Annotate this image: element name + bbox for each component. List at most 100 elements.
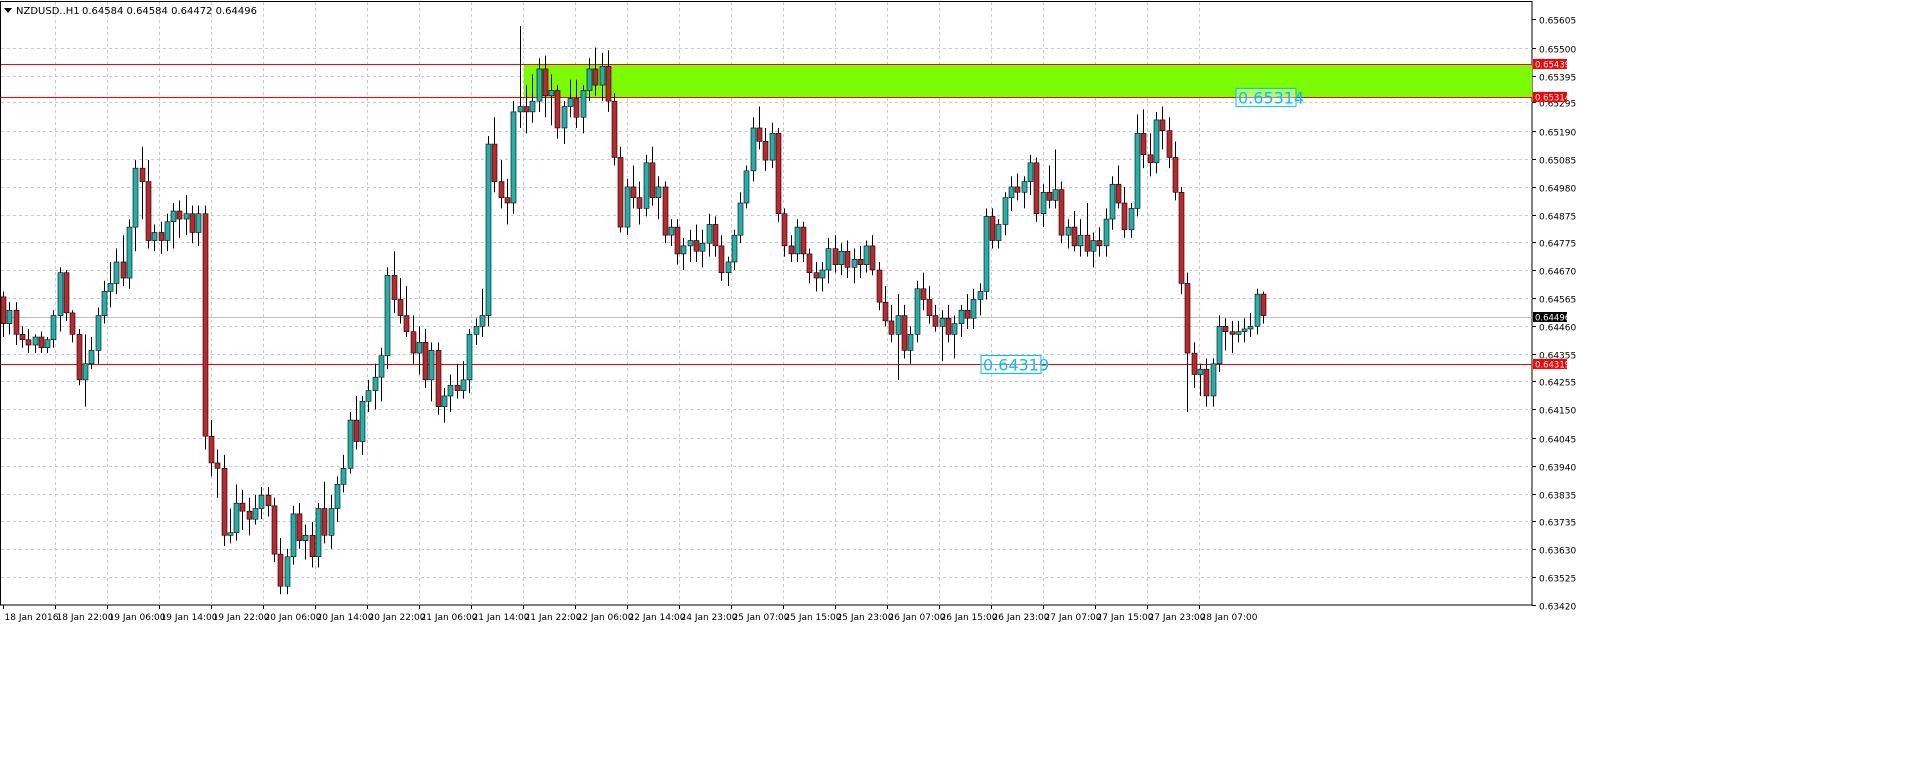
candle-body: [1090, 240, 1097, 252]
candle: [473, 318, 480, 346]
price-tag: 0.65314: [1533, 92, 1570, 104]
candle-body: [76, 334, 83, 381]
candle-body: [158, 232, 165, 241]
candle: [1058, 181, 1065, 244]
candle-body: [32, 336, 39, 346]
candle-body: [813, 272, 820, 279]
candle-body: [63, 272, 70, 314]
candle-body: [970, 299, 977, 319]
price-tag-bg: [1533, 59, 1567, 69]
candle-body: [1241, 328, 1248, 332]
price-tag-text: 0.65439: [1535, 61, 1570, 71]
candle-body: [1121, 202, 1128, 231]
candle-body: [391, 275, 398, 300]
candle: [1203, 358, 1210, 407]
candle-body: [844, 250, 851, 268]
candle-body: [347, 419, 354, 469]
candle: [951, 315, 958, 359]
candle-body: [687, 240, 694, 247]
time-tick-label: 21 Jan 06:00: [421, 613, 478, 623]
zone-rectangle: [523, 63, 1532, 98]
candle: [113, 248, 120, 295]
candle-body: [1002, 197, 1009, 225]
candle: [69, 310, 76, 343]
candle-body: [252, 508, 259, 520]
candle: [743, 165, 750, 209]
candle: [712, 216, 719, 257]
candle-body: [1033, 162, 1040, 215]
candle: [309, 521, 316, 568]
candle: [857, 245, 864, 279]
candle-body: [1071, 226, 1078, 247]
candle: [554, 85, 561, 139]
candle-body: [1210, 363, 1217, 397]
candle-body: [857, 258, 864, 265]
candle: [617, 146, 624, 233]
time-tick-label: 27 Jan 15:00: [1097, 613, 1154, 623]
plot-frame: [0, 1, 1533, 606]
price-tag-bg: [1533, 359, 1567, 369]
candle: [384, 267, 391, 370]
candle: [611, 93, 618, 166]
candle: [1040, 184, 1047, 228]
candle-body: [964, 309, 971, 319]
candle: [372, 363, 379, 410]
candle: [838, 243, 845, 276]
candle-body: [737, 202, 744, 236]
candle-body: [580, 90, 587, 118]
candle: [901, 304, 908, 359]
candle: [605, 50, 612, 112]
candle-body: [1203, 368, 1210, 397]
candle-body: [6, 309, 13, 324]
candle-body: [794, 226, 801, 255]
candle-body: [69, 312, 76, 335]
candle: [271, 497, 278, 563]
candle-body: [227, 532, 234, 536]
candle: [775, 127, 782, 222]
candle: [1184, 272, 1191, 413]
price-tick-label: 0.64045: [1539, 436, 1576, 446]
candle-body: [731, 234, 738, 263]
candle: [101, 280, 108, 324]
time-tick-label: 18 Jan 2016: [5, 613, 59, 623]
candle: [258, 487, 265, 520]
candle-body: [762, 141, 769, 161]
candle: [977, 283, 984, 316]
candle-body: [567, 98, 574, 107]
candle: [151, 224, 158, 252]
candle-body: [1084, 234, 1091, 252]
candle: [252, 495, 259, 525]
support-level-label-text: 0.64319: [983, 356, 1049, 375]
candle-body: [504, 197, 511, 204]
candle-body: [725, 261, 732, 273]
candle-body: [586, 68, 593, 91]
candle-body: [441, 395, 448, 407]
candle: [781, 208, 788, 257]
candle-body: [101, 291, 108, 316]
candle-body: [1178, 191, 1185, 284]
candle: [592, 47, 599, 96]
candle: [25, 328, 32, 354]
candle: [674, 219, 681, 265]
candle: [706, 213, 713, 257]
candle: [680, 237, 687, 270]
candle-body: [372, 376, 379, 391]
time-tick-label: 26 Jan 07:00: [889, 613, 946, 623]
candle: [158, 221, 165, 254]
candle-body: [800, 226, 807, 255]
candle: [1071, 211, 1078, 252]
candle: [1134, 114, 1141, 217]
candle-body: [655, 186, 662, 198]
candle-body: [756, 127, 763, 142]
candle-body: [378, 355, 385, 378]
candle-body: [895, 315, 902, 335]
candle-body: [920, 288, 927, 300]
candle-body: [195, 213, 202, 233]
horizontal-lines[interactable]: [1, 317, 1532, 365]
candle: [832, 235, 839, 273]
candle-body: [743, 170, 750, 204]
dropdown-triangle-icon[interactable]: [4, 8, 12, 13]
resistance-zone[interactable]: [1, 63, 1532, 98]
